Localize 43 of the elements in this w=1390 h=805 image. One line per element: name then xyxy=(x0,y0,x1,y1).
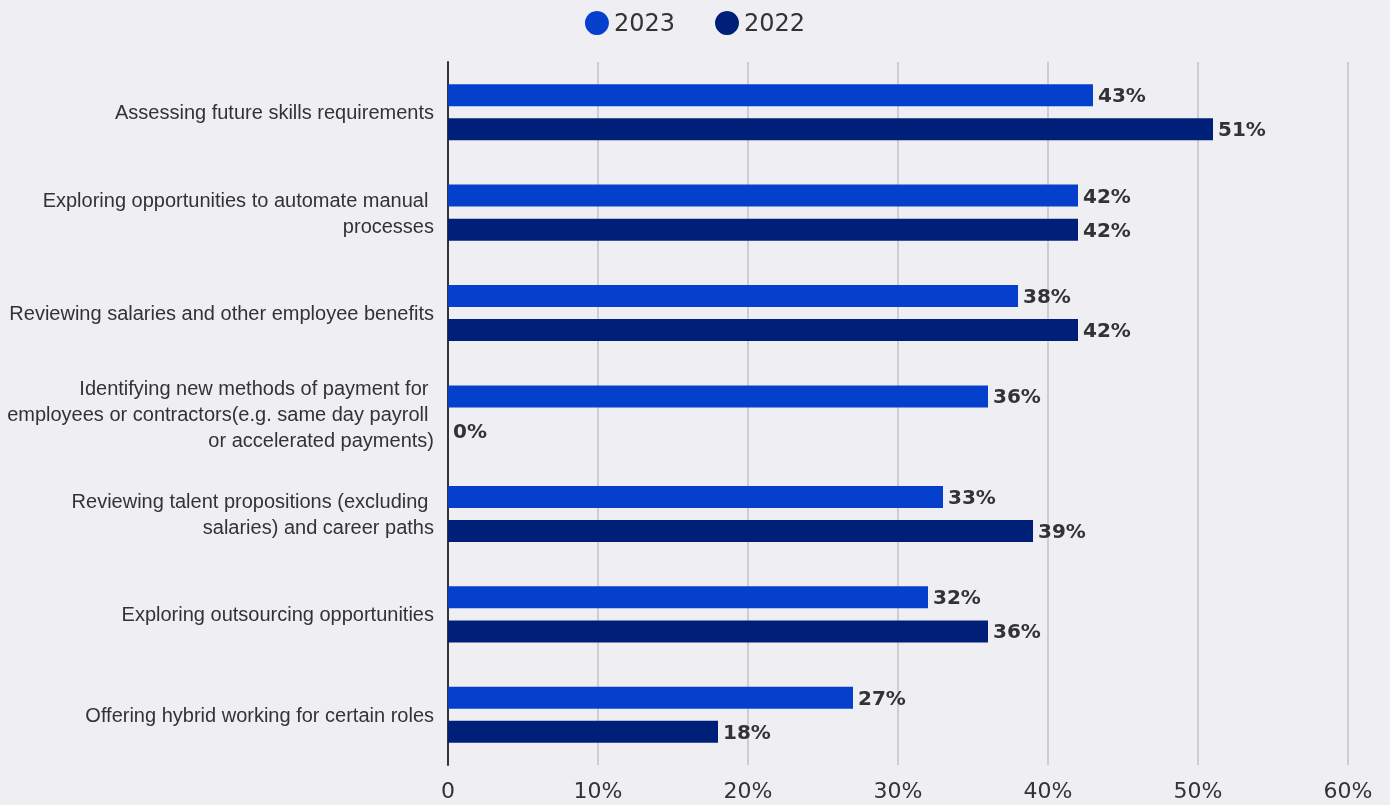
data-label: 42% xyxy=(1083,217,1131,242)
bar xyxy=(448,720,718,743)
legend-label: 2023 xyxy=(613,9,675,37)
x-tick-label: 30% xyxy=(873,777,923,803)
y-tick-label: Identifying new methods of payment for employees or contractors(e.g. same day payroll or accelerated payments) xyxy=(7,376,434,451)
y-tick-label: Exploring outsourcing opportunities xyxy=(121,603,434,626)
y-tick-label: Reviewing talent propositions (excluding salaries) and career paths xyxy=(71,489,434,538)
data-label: 39% xyxy=(1038,518,1086,543)
y-tick-label: Assessing future skills requirements xyxy=(114,101,434,124)
data-label: 0% xyxy=(453,418,487,443)
data-label: 38% xyxy=(1023,284,1071,309)
x-tick-label: 10% xyxy=(573,777,623,803)
data-label: 42% xyxy=(1083,318,1131,343)
data-label: 42% xyxy=(1083,183,1131,208)
x-tick-label: 0 xyxy=(441,777,455,803)
x-tick-label: 50% xyxy=(1173,777,1223,803)
bar xyxy=(448,319,1078,342)
bar xyxy=(448,586,928,609)
bar xyxy=(448,385,988,408)
data-label: 51% xyxy=(1218,117,1266,142)
bar xyxy=(448,285,1018,308)
bar xyxy=(448,686,853,709)
bar xyxy=(448,519,1033,542)
x-tick-label: 20% xyxy=(723,777,773,803)
x-tick-label: 40% xyxy=(1023,777,1073,803)
y-tick-label: Reviewing salaries and other employee benefits xyxy=(9,302,434,325)
data-label: 18% xyxy=(723,719,771,744)
data-label: 36% xyxy=(993,619,1041,644)
data-label: 36% xyxy=(993,384,1041,409)
legend-label: 2022 xyxy=(744,9,806,37)
data-label: 43% xyxy=(1098,83,1146,108)
bar xyxy=(448,184,1078,207)
data-label: 27% xyxy=(858,685,906,710)
data-label: 33% xyxy=(948,484,996,509)
x-tick-label: 60% xyxy=(1323,777,1373,803)
bar xyxy=(448,84,1093,107)
bar xyxy=(448,118,1213,141)
y-tick-label: Exploring opportunities to automate manual processes xyxy=(42,188,434,237)
y-tick-label: Offering hybrid working for certain roles xyxy=(85,703,434,726)
data-label: 32% xyxy=(933,585,981,610)
bar xyxy=(448,218,1078,241)
bar xyxy=(448,485,943,508)
bar xyxy=(448,620,988,643)
